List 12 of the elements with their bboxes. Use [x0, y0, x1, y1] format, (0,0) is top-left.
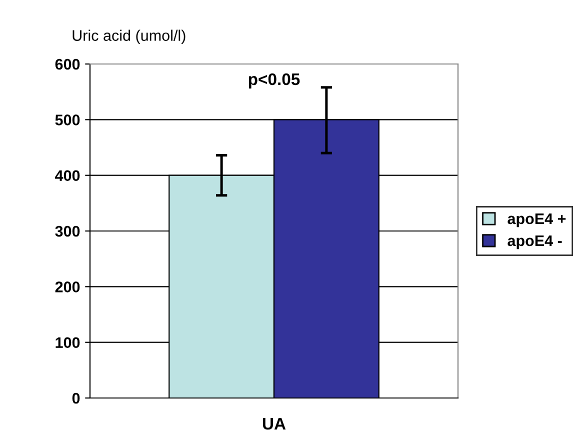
y-tick-label: 500 [55, 114, 80, 126]
y-tick-label: 0 [72, 392, 80, 404]
y-tick-label: 400 [55, 170, 80, 182]
annotation: p<0.05 [248, 73, 300, 88]
y-tick-label: 100 [56, 337, 80, 348]
y-tick-label: 200 [55, 282, 80, 292]
legend-label: apoE4 + [508, 214, 566, 228]
y-tick-label: 300 [55, 226, 80, 237]
legend-label: apoE4 - [508, 235, 562, 250]
y-axis-title: Uric acid (umol/l) [72, 30, 186, 44]
y-tick-label: 600 [55, 58, 80, 70]
x-tick-label: UA [262, 418, 286, 430]
